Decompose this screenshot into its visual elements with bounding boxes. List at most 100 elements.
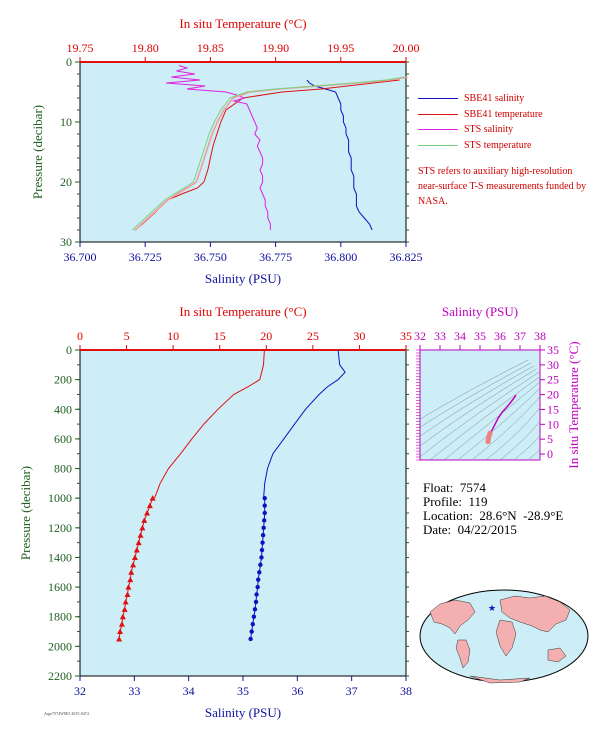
ts-sal-tick-label: 32	[414, 329, 426, 343]
density-isoline	[499, 420, 540, 460]
bottom-tick-label: 36	[291, 684, 303, 698]
bottom-tick-label: 37	[346, 684, 358, 698]
top-tick-label: 19.85	[197, 41, 224, 55]
left-tick-label: 30	[60, 235, 72, 249]
ts-temp-tick-label: 25	[547, 373, 559, 387]
left-tick-label: 400	[54, 402, 72, 416]
legend-label: SBE41 temperature	[464, 108, 543, 120]
salinity-sample-marker	[257, 570, 262, 575]
density-isoline	[485, 406, 540, 460]
top-tick-label: 25	[307, 329, 319, 343]
salinity-sample-marker	[262, 495, 267, 501]
map-float-marker: ★	[488, 603, 496, 613]
ts-series	[485, 394, 517, 445]
legend-label: STS temperature	[464, 139, 532, 151]
salinity-sample-marker	[252, 607, 258, 612]
temperature-sample-marker	[144, 510, 151, 516]
left-tick-label: 1200	[48, 521, 72, 535]
density-isoline	[527, 449, 540, 460]
map-land	[429, 595, 571, 684]
bottom-tick-label: 36.700	[64, 250, 97, 264]
temperature-sample-marker	[130, 561, 137, 568]
temperature-sample-marker	[128, 569, 135, 575]
ts-temp-tick-label: 35	[547, 343, 559, 357]
temperature-sample-marker	[125, 584, 132, 590]
left-tick-label: 200	[54, 373, 72, 387]
top-series	[131, 65, 408, 231]
legend-note: STS refers to auxiliary high-resolution …	[418, 166, 587, 207]
density-isoline	[443, 381, 540, 460]
temperature-sample-marker	[146, 502, 153, 509]
top-tick-label: 15	[214, 329, 226, 343]
temperature-sample-marker	[133, 547, 140, 553]
top-tick-label: 19.75	[67, 41, 94, 55]
top-tick-label: 19.95	[327, 41, 354, 55]
legend-label: SBE41 salinity	[464, 93, 525, 104]
top-tick-label: 20	[260, 329, 272, 343]
top-tick-label: 35	[400, 329, 412, 343]
top-axes: 19.75 19.80 19.85 19.90 19.95 20.00 36.700 36.7…	[60, 41, 423, 264]
left-tick-label: 1000	[48, 491, 72, 505]
bottom-pressure-axis-title: Pressure (decibar)	[18, 466, 33, 560]
density-isoline	[420, 362, 531, 428]
ts-temp-tick-label: 20	[547, 388, 559, 402]
salinity-sample-marker	[254, 592, 259, 597]
bottom-tick-label: 32	[74, 684, 86, 698]
ts-sal-tick-label: 35	[474, 329, 486, 343]
temperature-sample-marker	[118, 621, 125, 627]
temperature-sample-marker	[137, 532, 144, 538]
temperature-sample-marker	[121, 606, 128, 612]
left-tick-label: 1800	[48, 610, 72, 624]
bottom-tick-label: 33	[128, 684, 140, 698]
ts-temp-axis-title: In situ Temperature (°C)	[566, 341, 581, 468]
legend-item-sbe41-salinity: SBE41 salinity	[418, 91, 543, 107]
bottom-tick-label: 38	[400, 684, 412, 698]
sts-temperature-line	[131, 76, 405, 231]
top-sal-axis-title: Salinity (PSU)	[205, 271, 281, 286]
density-isoline	[471, 396, 540, 460]
salinity-sample-marker	[258, 562, 263, 568]
salinity-sample-marker	[249, 629, 254, 634]
ts-sal-tick-label: 38	[534, 329, 546, 343]
salinity-sample-marker	[262, 510, 267, 516]
ts-plot-area	[419, 349, 541, 461]
salinity-sample-marker	[259, 555, 264, 560]
density-isoline	[420, 371, 540, 458]
ts-sal-tick-label: 36	[494, 329, 506, 343]
salinity-sample-marker	[256, 577, 261, 582]
ts-sal-tick-label: 34	[454, 329, 466, 343]
temperature-sample-marker	[116, 635, 123, 642]
bottom-sal-axis-title: Salinity (PSU)	[205, 705, 281, 720]
profile-number: Profile: 119	[423, 494, 488, 509]
bottom-tick-label: 36.775	[259, 250, 292, 264]
legend-swatch	[418, 144, 458, 146]
left-tick-label: 10	[60, 115, 72, 129]
temperature-sample-marker	[141, 517, 148, 523]
temperature-sample-marker	[135, 539, 142, 546]
density-isoline	[513, 435, 540, 460]
density-isoline	[457, 388, 540, 460]
density-isoline	[429, 376, 540, 460]
temperature-sample-marker	[119, 613, 126, 620]
bottom-tick-label: 36.750	[194, 250, 227, 264]
left-tick-label: 2200	[48, 669, 72, 683]
left-tick-label: 20	[60, 175, 72, 189]
legend-item-sts-temperature: STS temperature	[418, 138, 543, 154]
top-panel: 19.75 19.80 19.85 19.90 19.95 20.00 36.700 36.7…	[30, 16, 423, 286]
salinity-line	[263, 349, 346, 499]
ts-sal-tick-label: 37	[514, 329, 526, 343]
bottom-tick-label: 36.825	[390, 250, 423, 264]
temperature-sample-marker	[117, 628, 124, 635]
top-tick-label: 19.90	[262, 41, 289, 55]
top-pressure-axis-title: Pressure (decibar)	[30, 105, 45, 199]
density-isoline	[420, 368, 537, 447]
density-isoline	[420, 365, 534, 437]
left-tick-label: 800	[54, 462, 72, 476]
ts-temp-tick-label: 10	[547, 417, 559, 431]
ts-temp-tick-label: 5	[547, 432, 553, 446]
date: Date: 04/22/2015	[423, 522, 517, 537]
legend-item-sts-salinity: STS salinity	[418, 122, 543, 138]
salinity-sample-marker	[250, 621, 255, 627]
